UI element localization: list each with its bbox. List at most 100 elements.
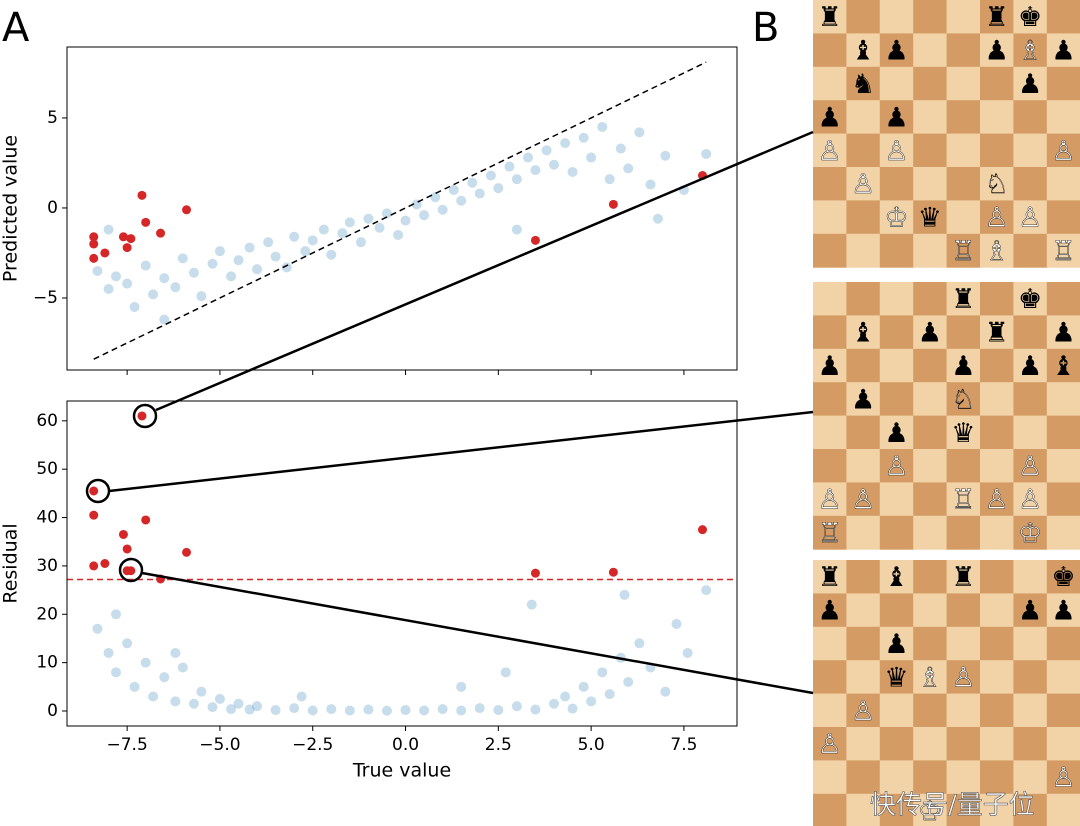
point	[207, 258, 218, 269]
point	[140, 657, 151, 668]
chess-piece: ♝	[851, 36, 875, 67]
square	[946, 515, 981, 550]
square	[946, 315, 981, 350]
point	[493, 705, 504, 716]
square	[980, 415, 1014, 450]
chess-piece: ♛	[884, 662, 908, 693]
y-tick-label: 20	[36, 604, 58, 624]
square	[946, 382, 981, 417]
square	[946, 33, 981, 68]
point	[100, 248, 110, 258]
point	[526, 599, 537, 610]
square	[1013, 282, 1048, 316]
point	[182, 205, 192, 215]
y-tick-label: 30	[36, 556, 58, 576]
point	[122, 638, 133, 649]
square	[913, 415, 948, 450]
point	[137, 411, 147, 421]
callout-line	[155, 130, 814, 412]
chess-piece: ♟	[884, 36, 908, 67]
square	[879, 100, 914, 135]
chess-piece: ♚	[1018, 284, 1042, 315]
square	[813, 760, 847, 795]
chess-piece: ♟	[918, 318, 942, 349]
square	[879, 482, 914, 517]
plots: −5 0 5 Predicted value −7.5 −5.0 −2.5 0.0 2.5 5.0…	[0, 46, 738, 782]
point	[419, 705, 430, 716]
point	[281, 262, 292, 273]
square	[946, 626, 981, 661]
chess-board: ♜ ♜ ♚♝ ♟ ♟ ♗ ♟♞ ♟♟ ♟♙ ♙ ♙♙ ♘♔ ♛ ♙ ♙♖ ♗ ♖	[813, 0, 1080, 268]
point	[140, 260, 151, 271]
x-tick-label: 5.0	[578, 735, 605, 755]
point	[400, 705, 411, 716]
point	[289, 703, 300, 714]
square	[813, 482, 847, 517]
point	[701, 148, 712, 159]
point	[307, 705, 318, 716]
point	[660, 150, 671, 161]
square	[980, 760, 1014, 795]
square	[980, 382, 1014, 417]
x-tick-label: −5.0	[199, 735, 240, 755]
square	[879, 200, 914, 235]
square	[1013, 233, 1048, 268]
square	[846, 793, 881, 826]
square	[946, 282, 981, 316]
chess-piece: ♜	[985, 318, 1009, 349]
square	[846, 315, 881, 350]
square	[1013, 449, 1048, 483]
square	[879, 693, 914, 728]
square	[1046, 282, 1080, 316]
chess-piece: ♟	[1018, 69, 1042, 100]
chess-piece: ♙	[1018, 203, 1042, 234]
square	[846, 66, 881, 101]
square	[1046, 593, 1080, 628]
chess-piece: ♙	[1018, 451, 1042, 482]
square	[913, 449, 948, 483]
square	[813, 348, 847, 383]
y-tick-label: 0	[47, 701, 58, 721]
square	[1013, 382, 1048, 417]
square	[1046, 100, 1080, 135]
chess-piece: ♛	[918, 203, 942, 234]
point	[586, 152, 597, 163]
point	[296, 691, 307, 702]
chess-piece: ♝	[851, 318, 875, 349]
square	[846, 0, 881, 34]
point	[456, 681, 467, 692]
square	[813, 793, 847, 826]
y-tick-label: 10	[36, 653, 58, 673]
point	[103, 647, 114, 658]
square	[913, 282, 948, 316]
point	[226, 271, 237, 282]
square	[1046, 200, 1080, 235]
point	[122, 243, 132, 253]
point	[381, 705, 392, 716]
square	[980, 482, 1014, 517]
point	[122, 278, 133, 289]
square	[879, 626, 914, 661]
point	[560, 691, 571, 702]
square	[846, 382, 881, 417]
point	[355, 237, 366, 248]
chess-piece: ♖	[951, 236, 975, 267]
point	[467, 177, 478, 188]
point	[226, 704, 237, 715]
square	[846, 660, 881, 695]
square	[1013, 593, 1048, 628]
square	[1013, 727, 1048, 761]
chess-piece: ♗	[1018, 36, 1042, 67]
square	[813, 515, 847, 550]
square	[1013, 760, 1048, 795]
point	[159, 314, 170, 325]
square	[913, 100, 948, 135]
point	[500, 667, 511, 678]
square	[813, 660, 847, 695]
square	[1046, 0, 1080, 34]
chess-board: ♜ ♝ ♜ ♚♟ ♟ ♟♟♛ ♗ ♙♙♙♙♔	[813, 560, 1080, 826]
square	[813, 167, 847, 201]
square	[913, 760, 948, 795]
point	[177, 662, 188, 673]
point	[89, 561, 99, 571]
